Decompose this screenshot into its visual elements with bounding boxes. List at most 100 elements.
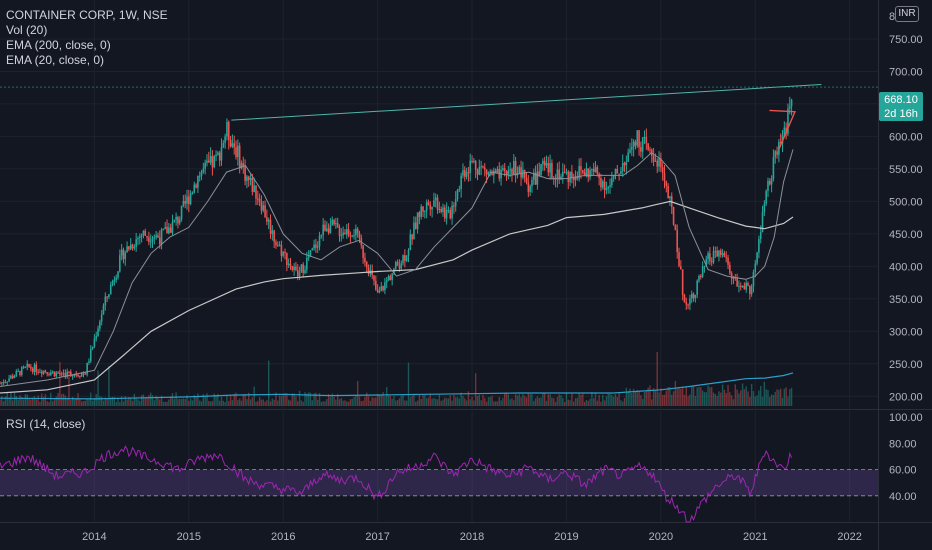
candle-body: [520, 167, 522, 178]
symbol-interval: 1W: [118, 8, 137, 22]
candle-body: [251, 178, 254, 193]
bar-countdown: 2d 16h: [884, 108, 918, 120]
volume-bar: [787, 396, 789, 406]
candle-body: [663, 173, 666, 182]
volume-bar: [199, 400, 201, 406]
volume-bars: [0, 351, 793, 406]
candle-body: [476, 169, 479, 175]
volume-bar: [218, 400, 221, 406]
candle-body: [767, 180, 769, 191]
volume-bar: [1, 396, 3, 406]
volume-bar: [273, 399, 275, 406]
candle-body: [215, 154, 217, 157]
volume-bar: [420, 398, 422, 406]
volume-bar: [444, 397, 446, 406]
currency-badge[interactable]: INR: [895, 6, 919, 22]
indicator-ema-200[interactable]: EMA (200, close, 0): [6, 38, 111, 52]
volume-bar: [286, 393, 288, 406]
candle-body: [700, 275, 702, 277]
candle-body: [418, 212, 421, 217]
candle-body: [611, 178, 613, 186]
indicator-volume[interactable]: Vol (20): [6, 23, 48, 37]
candle-body: [738, 286, 740, 288]
volume-bar: [404, 400, 406, 406]
candle-body: [669, 196, 671, 199]
candle-body: [191, 192, 194, 194]
candle-body: [320, 235, 323, 237]
candle-body: [400, 263, 403, 269]
volume-bar: [612, 396, 615, 406]
candle-body: [542, 160, 544, 165]
volume-bar: [647, 387, 649, 406]
candle-body: [151, 238, 154, 242]
candle-body: [736, 278, 738, 287]
candle-body: [115, 277, 117, 280]
volume-bar: [228, 401, 230, 406]
volume-bar: [741, 383, 744, 406]
candle-body: [656, 160, 659, 167]
candle-body: [113, 279, 116, 282]
volume-bar: [602, 394, 604, 406]
volume-bar: [583, 401, 586, 406]
indicator-ema-20[interactable]: EMA (20, close, 0): [6, 53, 105, 67]
volume-bar: [750, 383, 753, 406]
price-tick-label: 450.00: [889, 229, 923, 241]
candle-body: [427, 202, 430, 205]
candle-body: [465, 172, 468, 177]
volume-bar: [99, 396, 101, 406]
candle-body: [68, 371, 70, 373]
volume-bar: [364, 397, 366, 406]
candle-body: [316, 246, 319, 248]
price-tick-label: 700.00: [889, 66, 923, 78]
candle-body: [596, 167, 599, 174]
volume-bar: [752, 390, 755, 406]
candle-body: [284, 251, 286, 254]
candle-body: [304, 269, 306, 274]
candle-body: [30, 366, 32, 369]
volume-bar: [137, 399, 139, 406]
candle-body: [91, 346, 94, 350]
volume-bar: [17, 399, 19, 406]
candle-body: [342, 232, 344, 236]
volume-bar: [594, 392, 597, 406]
candle-body: [583, 172, 586, 176]
candle-body: [345, 229, 348, 235]
symbol-title[interactable]: CONTAINER CORP, 1W, NSE: [6, 8, 168, 22]
candle-body: [313, 244, 315, 249]
volume-bar: [33, 396, 36, 406]
volume-bar: [110, 397, 112, 406]
candle-body: [222, 142, 225, 147]
candle-body: [413, 222, 415, 240]
candle-body: [324, 224, 326, 231]
candle-body: [416, 212, 419, 230]
volume-bar: [745, 386, 747, 406]
volume-bar: [51, 401, 54, 406]
volume-bar: [754, 396, 756, 406]
volume-bar: [756, 395, 758, 406]
candle-body: [218, 152, 221, 161]
volume-bar: [769, 396, 771, 406]
volume-bar: [438, 394, 441, 406]
candle-body: [44, 370, 47, 373]
candle-body: [556, 169, 559, 179]
rsi-legend[interactable]: RSI (14, close): [6, 417, 86, 431]
volume-bar: [767, 390, 769, 406]
volume-bar: [551, 397, 553, 406]
candle-body: [562, 171, 564, 177]
candle-body: [77, 375, 79, 377]
volume-bar: [126, 399, 128, 406]
candle-body: [46, 372, 49, 374]
volume-bar: [386, 387, 388, 406]
volume-bar: [208, 401, 210, 406]
volume-bar: [698, 386, 700, 406]
candle-body: [723, 253, 726, 257]
volume-bar: [518, 394, 520, 406]
volume-bar: [661, 394, 664, 406]
volume-bar: [527, 392, 530, 406]
candle-body: [618, 173, 620, 175]
volume-bar: [120, 396, 123, 406]
volume-bar: [295, 396, 297, 406]
volume-bar: [687, 396, 689, 406]
